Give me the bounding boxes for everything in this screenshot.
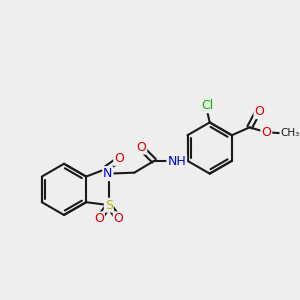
Text: O: O <box>136 140 146 154</box>
Text: S: S <box>105 199 113 212</box>
Text: O: O <box>114 152 124 165</box>
Text: O: O <box>94 212 104 225</box>
Text: O: O <box>261 126 271 139</box>
Text: NH: NH <box>167 155 186 168</box>
Text: O: O <box>254 105 264 118</box>
Text: Cl: Cl <box>202 99 214 112</box>
Text: O: O <box>114 212 124 225</box>
Text: CH₃: CH₃ <box>280 128 300 138</box>
Text: N: N <box>103 167 112 180</box>
